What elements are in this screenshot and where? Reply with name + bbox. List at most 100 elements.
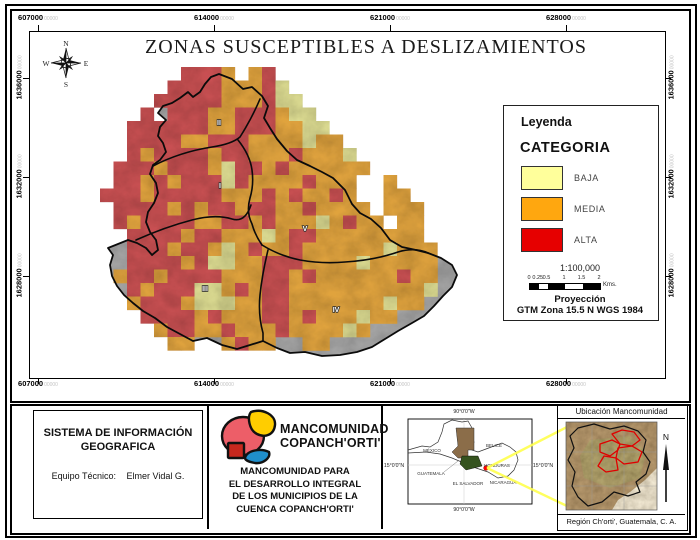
raster-cell — [302, 323, 317, 338]
raster-cell — [343, 283, 357, 297]
compass-n: N — [63, 39, 69, 48]
legend-category: CATEGORIA — [520, 140, 611, 156]
raster-cell — [235, 161, 249, 176]
raster-cell — [289, 107, 303, 122]
raster-cell — [140, 148, 155, 162]
raster-cell — [154, 121, 168, 135]
raster-cell — [302, 337, 317, 351]
raster-cell — [113, 175, 128, 189]
raster-cell — [275, 134, 290, 149]
raster-cell — [154, 269, 168, 284]
legend-item-baja: BAJA — [521, 166, 651, 190]
raster-cell — [383, 296, 398, 311]
raster-cell — [140, 188, 155, 203]
raster-cell — [127, 161, 141, 176]
legend-item-alta: ALTA — [521, 228, 651, 252]
raster-cell — [248, 94, 263, 108]
raster-cell — [221, 323, 236, 338]
raster-cell — [329, 310, 344, 324]
zone-label-i: I — [219, 183, 221, 190]
raster-cell — [194, 256, 209, 270]
raster-cell — [343, 215, 357, 230]
ca-coordinate-label: 15°0'0"N — [384, 463, 404, 469]
raster-cell — [316, 175, 330, 189]
raster-cell — [343, 229, 357, 243]
raster-cell — [154, 256, 168, 270]
raster-cell — [235, 256, 249, 270]
raster-cell — [181, 323, 195, 338]
raster-cell — [316, 229, 330, 243]
raster-cell — [194, 242, 209, 257]
raster-cell — [289, 310, 303, 324]
raster-cell — [329, 269, 344, 284]
raster-cell — [181, 242, 195, 257]
zone-label-ii: II — [217, 120, 221, 127]
raster-cell — [248, 242, 263, 257]
raster-cell — [275, 229, 290, 243]
watershed-outline — [107, 73, 458, 357]
raster-cell — [397, 202, 411, 216]
raster-cell — [221, 229, 236, 243]
map-title: ZONAS SUSCEPTIBLES A DESLIZAMIENTOS — [145, 36, 587, 58]
raster-cell — [167, 202, 182, 216]
raster-cell — [410, 269, 425, 284]
raster-cell — [262, 215, 276, 230]
raster-cell — [302, 215, 317, 230]
footer-divider-1 — [207, 406, 209, 529]
raster-cell — [289, 134, 303, 149]
raster-cell — [275, 161, 290, 176]
scale-bar: 0 0.25 0.5 1 1.5 2 Kms. — [527, 275, 634, 292]
raster-cell — [248, 175, 263, 189]
raster-cell — [167, 229, 182, 243]
raster-cell — [316, 148, 330, 162]
raster-cell — [275, 80, 290, 95]
raster-cell — [127, 175, 141, 189]
raster-cell — [248, 202, 263, 216]
raster-cell — [167, 256, 182, 270]
raster-cell — [356, 283, 371, 297]
raster-cell — [370, 269, 384, 284]
raster-cell — [235, 310, 249, 324]
raster-cell — [167, 80, 182, 95]
raster-cell — [316, 269, 330, 284]
raster-cell — [208, 175, 222, 189]
raster-cell — [262, 202, 276, 216]
raster-cell — [127, 148, 141, 162]
country-label: EL SALVADOR — [453, 481, 484, 486]
raster-cell — [275, 202, 290, 216]
raster-cell — [167, 283, 182, 297]
zone-boundary-v-iv — [261, 244, 429, 264]
raster-cell — [329, 202, 344, 216]
raster-cell — [275, 148, 290, 162]
raster-cell — [343, 296, 357, 311]
raster-cell — [316, 134, 330, 149]
raster-cell — [221, 283, 236, 297]
ubicacion-title: Ubicación Mancomunidad — [558, 407, 685, 419]
raster-cell — [316, 215, 330, 230]
raster-cell — [343, 310, 357, 324]
map-sheet-border — [10, 9, 691, 403]
raster-cell — [343, 175, 357, 189]
raster-cell — [316, 296, 330, 311]
zone-label-iv: IV — [333, 307, 340, 314]
team-label: Equipo Técnico: — [51, 471, 116, 481]
raster-cell — [383, 269, 398, 284]
raster-cell — [181, 269, 195, 284]
raster-cell — [167, 296, 182, 311]
raster-cell — [167, 107, 182, 122]
page-border — [5, 4, 697, 538]
raster-cell — [248, 80, 263, 95]
raster-cell — [181, 161, 195, 176]
raster-cell — [194, 323, 209, 338]
raster-cell — [127, 256, 141, 270]
raster-cell — [235, 229, 249, 243]
raster-cell — [397, 296, 411, 311]
raster-cell — [208, 242, 222, 257]
raster-cell — [316, 202, 330, 216]
raster-cell — [167, 310, 182, 324]
raster-cell — [289, 323, 303, 338]
raster-cell — [194, 229, 209, 243]
label-leader-line — [443, 460, 459, 473]
